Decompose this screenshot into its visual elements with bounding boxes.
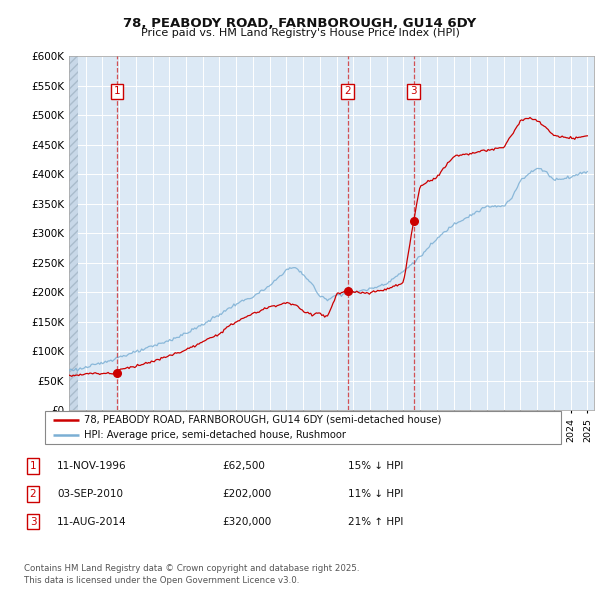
Text: £62,500: £62,500	[222, 461, 265, 471]
Text: 21% ↑ HPI: 21% ↑ HPI	[348, 517, 403, 526]
Text: 03-SEP-2010: 03-SEP-2010	[57, 489, 123, 499]
Text: 1: 1	[113, 87, 120, 96]
Text: 11-AUG-2014: 11-AUG-2014	[57, 517, 127, 526]
Text: 11-NOV-1996: 11-NOV-1996	[57, 461, 127, 471]
Text: 15% ↓ HPI: 15% ↓ HPI	[348, 461, 403, 471]
Text: £202,000: £202,000	[222, 489, 271, 499]
Text: 1: 1	[29, 461, 37, 471]
Text: Price paid vs. HM Land Registry's House Price Index (HPI): Price paid vs. HM Land Registry's House …	[140, 28, 460, 38]
Text: 11% ↓ HPI: 11% ↓ HPI	[348, 489, 403, 499]
Text: 2: 2	[29, 489, 37, 499]
Text: 2: 2	[344, 87, 351, 96]
Text: 3: 3	[29, 517, 37, 526]
Text: HPI: Average price, semi-detached house, Rushmoor: HPI: Average price, semi-detached house,…	[83, 430, 346, 440]
Bar	[69, 56, 78, 410]
Text: £320,000: £320,000	[222, 517, 271, 526]
Text: 78, PEABODY ROAD, FARNBOROUGH, GU14 6DY (semi-detached house): 78, PEABODY ROAD, FARNBOROUGH, GU14 6DY …	[83, 415, 441, 425]
FancyBboxPatch shape	[45, 411, 561, 444]
Text: 78, PEABODY ROAD, FARNBOROUGH, GU14 6DY: 78, PEABODY ROAD, FARNBOROUGH, GU14 6DY	[124, 17, 476, 30]
Text: Contains HM Land Registry data © Crown copyright and database right 2025.
This d: Contains HM Land Registry data © Crown c…	[24, 565, 359, 585]
Text: 3: 3	[410, 87, 417, 96]
